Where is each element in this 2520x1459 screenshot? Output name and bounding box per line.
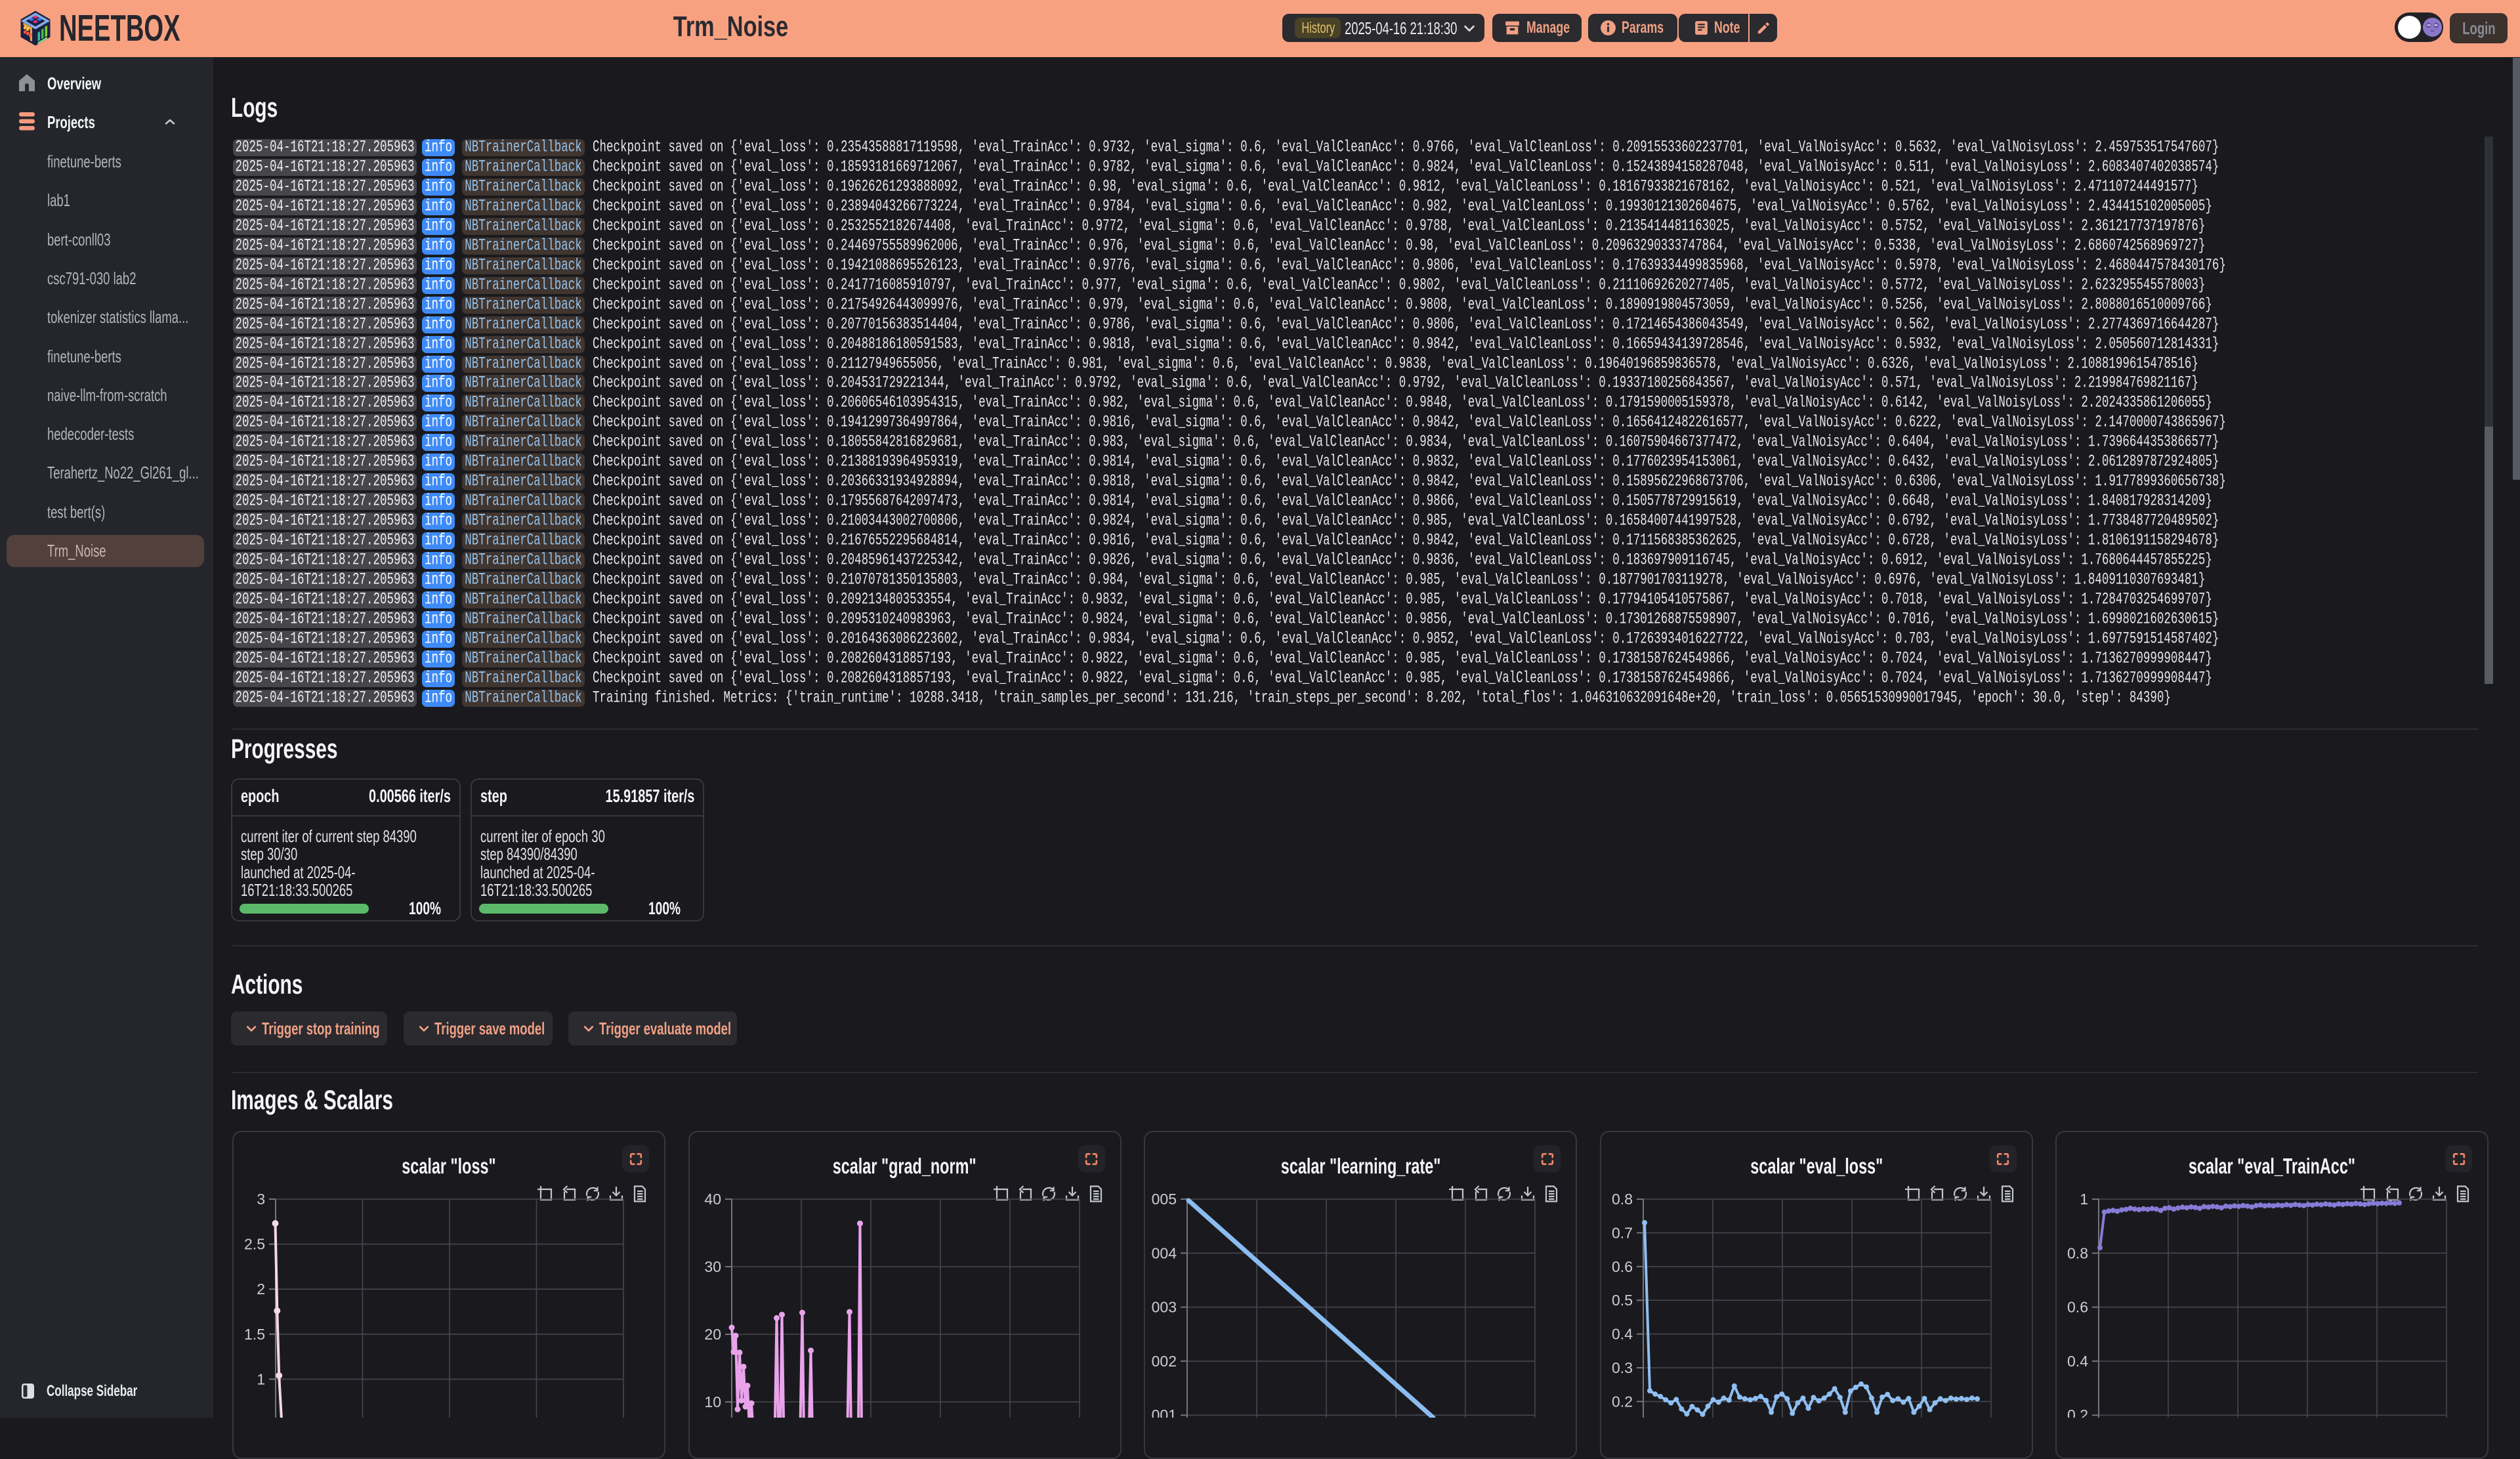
svg-text:004: 004 (1152, 1244, 1177, 1261)
svg-text:40: 40 (704, 1191, 721, 1208)
svg-text:005: 005 (1152, 1191, 1177, 1208)
svg-text:001: 001 (1152, 1406, 1177, 1418)
svg-text:1.5: 1.5 (244, 1326, 265, 1343)
svg-text:0.7: 0.7 (1612, 1224, 1633, 1241)
svg-text:0.6: 0.6 (1612, 1258, 1633, 1275)
svg-text:0.3: 0.3 (1612, 1359, 1633, 1376)
svg-text:0.4: 0.4 (1612, 1326, 1633, 1343)
svg-text:2.5: 2.5 (244, 1236, 265, 1253)
svg-text:0.8: 0.8 (2067, 1244, 2088, 1261)
svg-text:0.4: 0.4 (2067, 1353, 2088, 1370)
svg-text:0.6: 0.6 (2067, 1299, 2088, 1316)
svg-text:20: 20 (704, 1326, 721, 1343)
svg-text:1: 1 (257, 1370, 265, 1387)
svg-text:2: 2 (257, 1280, 265, 1298)
svg-text:002: 002 (1152, 1353, 1177, 1370)
svg-text:0.8: 0.8 (1612, 1191, 1633, 1208)
svg-text:0.5: 0.5 (1612, 1292, 1633, 1309)
svg-text:0.2: 0.2 (1612, 1393, 1633, 1410)
svg-text:0.2: 0.2 (2067, 1406, 2088, 1418)
svg-text:10: 10 (704, 1393, 721, 1410)
svg-text:003: 003 (1152, 1299, 1177, 1316)
svg-text:3: 3 (257, 1191, 265, 1208)
svg-text:1: 1 (2080, 1191, 2089, 1208)
svg-text:30: 30 (704, 1258, 721, 1275)
